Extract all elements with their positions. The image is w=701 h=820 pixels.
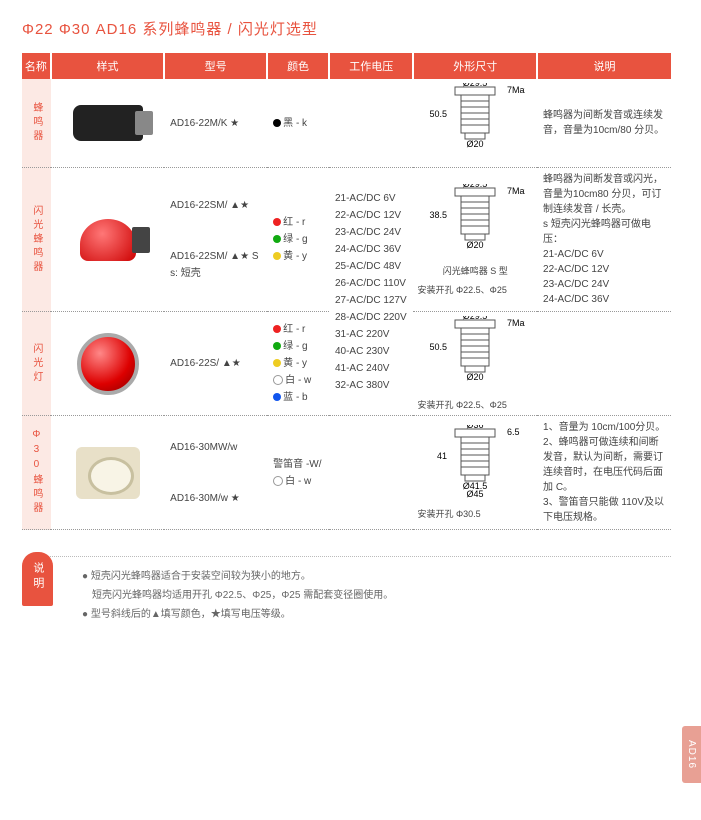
color-cell: 黑 - k bbox=[267, 79, 329, 168]
dimension-cell: Ø29.5 7Max 50.5 Ø20 bbox=[413, 79, 537, 168]
svg-text:Ø29.5: Ø29.5 bbox=[463, 184, 488, 189]
model-cell: AD16-30MW/w AD16-30M/w ★ bbox=[164, 416, 267, 530]
svg-text:41: 41 bbox=[437, 451, 447, 461]
page-title: Φ22 Φ30 AD16 系列蜂鸣器 / 闪光灯选型 bbox=[22, 18, 671, 39]
desc-cell bbox=[537, 312, 671, 416]
model-cell: AD16-22SM/ ▲★ AD16-22SM/ ▲★ Ss: 短壳 bbox=[164, 168, 267, 312]
dimension-icon: Ø36 6.5 41 Ø41.5 Ø45 bbox=[425, 425, 525, 501]
svg-text:Ø20: Ø20 bbox=[467, 240, 484, 250]
svg-text:50.5: 50.5 bbox=[430, 342, 448, 352]
col-header: 型号 bbox=[164, 53, 267, 79]
color-cell: 红 - r绿 - g黄 - y bbox=[267, 168, 329, 312]
desc-cell: 蜂鸣器为间断发音或连续发音，音量为10cm/80 分贝。 bbox=[537, 79, 671, 168]
svg-text:Ø45: Ø45 bbox=[467, 489, 484, 499]
style-cell bbox=[51, 416, 164, 530]
notes-tab: 说明 bbox=[22, 552, 53, 606]
col-header: 颜色 bbox=[267, 53, 329, 79]
side-tab: AD16 bbox=[682, 726, 701, 783]
note-line: 短壳闪光蜂鸣器均适用开孔 Φ22.5、Φ25，Φ25 需配套变径圈使用。 bbox=[82, 586, 671, 605]
svg-text:7Max: 7Max bbox=[507, 85, 525, 95]
row-name: 闪光蜂鸣器 bbox=[22, 168, 51, 312]
svg-text:7Max: 7Max bbox=[507, 318, 525, 328]
desc-cell: 1、音量为 10cm/100分贝。2、蜂鸣器可做连续和间断发音，默认为间断，需要… bbox=[537, 416, 671, 530]
col-header: 工作电压 bbox=[329, 53, 413, 79]
style-cell bbox=[51, 79, 164, 168]
note-line: ● 短壳闪光蜂鸣器适合于安装空间较为狭小的地方。 bbox=[82, 567, 671, 586]
note-line: ● 型号斜线后的▲填写颜色，★填写电压等级。 bbox=[82, 605, 671, 624]
dimension-icon: Ø29.5 7Max 50.5 Ø20 bbox=[425, 316, 525, 392]
desc-cell: 蜂鸣器为间断发音或闪光，音量为10cm80 分贝，可订制连续发音 / 长壳。s … bbox=[537, 168, 671, 312]
row-name: 蜂鸣器 bbox=[22, 79, 51, 168]
dimension-icon: Ø29.5 7Max 50.5 Ø20 bbox=[425, 83, 525, 159]
svg-text:Ø36: Ø36 bbox=[467, 425, 484, 430]
dimension-cell: Ø36 6.5 41 Ø41.5 Ø45 安装开孔 Φ30.5 bbox=[413, 416, 537, 530]
svg-text:Ø29.5: Ø29.5 bbox=[463, 83, 488, 88]
svg-text:Ø20: Ø20 bbox=[467, 372, 484, 382]
product-table: 名称样式型号颜色工作电压外形尺寸说明 蜂鸣器AD16-22M/K ★黑 - k … bbox=[22, 53, 671, 530]
color-cell: 红 - r绿 - g黄 - y白 - w蓝 - b bbox=[267, 312, 329, 416]
dimension-cell: Ø29.5 7Max 38.5 Ø20 闪光蜂鸣器 S 型安装开孔 Φ22.5、… bbox=[413, 168, 537, 312]
col-header: 外形尺寸 bbox=[413, 53, 537, 79]
model-cell: AD16-22S/ ▲★ bbox=[164, 312, 267, 416]
row-name: 闪光灯 bbox=[22, 312, 51, 416]
notes-block: 说明 ● 短壳闪光蜂鸣器适合于安装空间较为狭小的地方。 短壳闪光蜂鸣器均适用开孔… bbox=[22, 556, 671, 624]
svg-text:Ø20: Ø20 bbox=[467, 139, 484, 149]
voltage-cell: 21-AC/DC 6V22-AC/DC 12V23-AC/DC 24V24-AC… bbox=[329, 168, 413, 416]
svg-text:38.5: 38.5 bbox=[430, 210, 448, 220]
svg-text:6.5: 6.5 bbox=[507, 427, 520, 437]
svg-text:50.5: 50.5 bbox=[430, 109, 448, 119]
model-cell: AD16-22M/K ★ bbox=[164, 79, 267, 168]
color-cell: 警笛音 -W/白 - w bbox=[267, 416, 329, 530]
row-name: Φ30蜂鸣器 bbox=[22, 416, 51, 530]
voltage-cell bbox=[329, 79, 413, 168]
dimension-cell: Ø29.5 7Max 50.5 Ø20 安装开孔 Φ22.5、Φ25 bbox=[413, 312, 537, 416]
dimension-icon: Ø29.5 7Max 38.5 Ø20 bbox=[425, 184, 525, 260]
col-header: 说明 bbox=[537, 53, 671, 79]
style-cell bbox=[51, 168, 164, 312]
svg-text:7Max: 7Max bbox=[507, 186, 525, 196]
voltage-cell bbox=[329, 416, 413, 530]
svg-text:Ø29.5: Ø29.5 bbox=[463, 316, 488, 321]
col-header: 名称 bbox=[22, 53, 51, 79]
style-cell bbox=[51, 312, 164, 416]
col-header: 样式 bbox=[51, 53, 164, 79]
